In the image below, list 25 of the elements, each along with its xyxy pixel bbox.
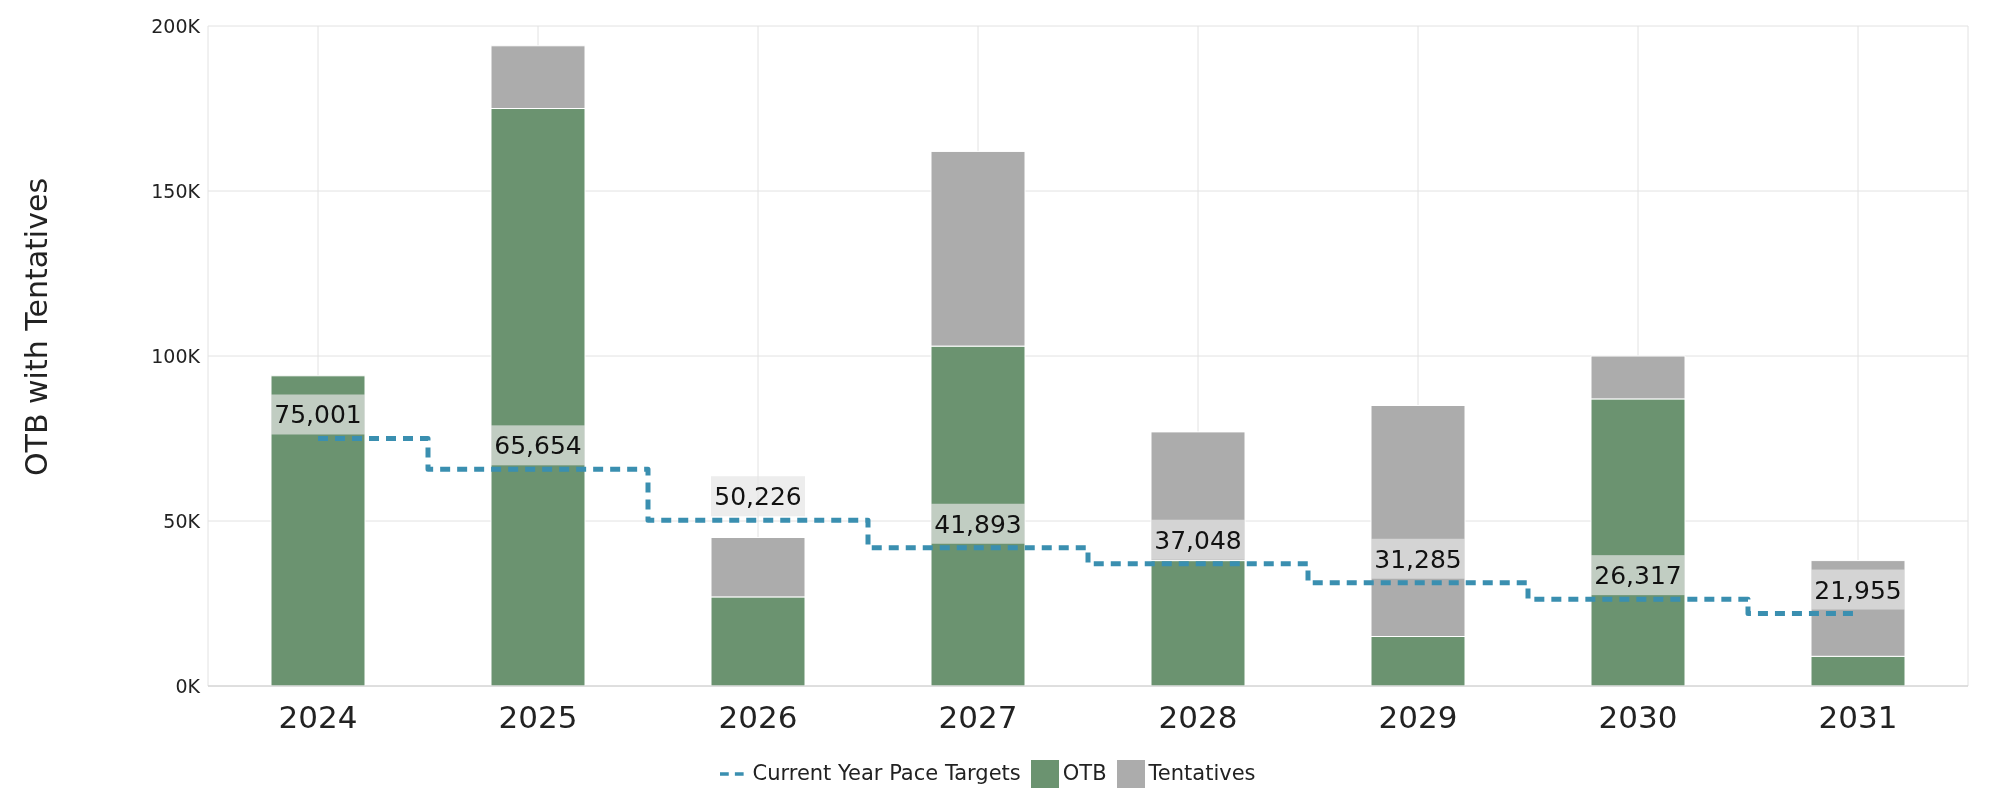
y-tick-label: 50K <box>163 509 201 532</box>
x-tick-label: 2024 <box>278 699 358 736</box>
legend-label: Tentatives <box>1148 761 1256 785</box>
y-tick-label: 200K <box>151 14 201 37</box>
data-label: 41,893 <box>934 509 1022 539</box>
data-label: 31,285 <box>1374 544 1462 574</box>
x-tick-label: 2030 <box>1598 699 1678 736</box>
data-label: 65,654 <box>494 431 582 461</box>
x-tick-label: 2026 <box>718 699 798 736</box>
y-axis-title: OTB with Tentatives <box>18 177 54 476</box>
data-label: 75,001 <box>274 400 362 430</box>
data-label: 21,955 <box>1814 575 1902 605</box>
data-label: 37,048 <box>1154 525 1242 555</box>
x-tick-label: 2027 <box>938 699 1018 736</box>
y-tick-label: 100K <box>151 344 201 367</box>
legend-label: Current Year Pace Targets <box>752 761 1021 785</box>
legend-label: OTB <box>1062 761 1107 785</box>
data-label: 26,317 <box>1594 561 1682 591</box>
x-tick-label: 2028 <box>1158 699 1238 736</box>
x-tick-label: 2025 <box>498 699 578 736</box>
x-tick-label: 2031 <box>1818 699 1898 736</box>
x-tick-label: 2029 <box>1378 699 1458 736</box>
data-label: 50,226 <box>714 482 802 512</box>
y-tick-label: 150K <box>151 179 201 202</box>
y-tick-label: 0K <box>175 674 201 697</box>
